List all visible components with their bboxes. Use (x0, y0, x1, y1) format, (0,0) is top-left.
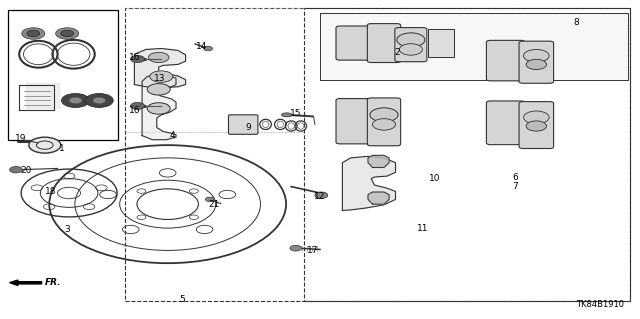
Ellipse shape (282, 113, 292, 117)
Circle shape (131, 56, 145, 63)
Circle shape (27, 30, 40, 37)
Text: 8: 8 (573, 18, 579, 27)
Circle shape (61, 30, 74, 37)
Circle shape (290, 245, 301, 251)
Polygon shape (134, 48, 186, 88)
FancyBboxPatch shape (486, 101, 525, 145)
Polygon shape (10, 280, 42, 286)
Text: 17: 17 (307, 246, 318, 255)
FancyBboxPatch shape (367, 24, 401, 63)
Circle shape (69, 97, 82, 104)
Polygon shape (368, 155, 389, 167)
Text: 16: 16 (129, 53, 140, 62)
Circle shape (131, 102, 145, 109)
Polygon shape (428, 29, 454, 57)
Circle shape (147, 103, 170, 114)
Text: 13: 13 (154, 74, 166, 83)
Text: 1: 1 (59, 144, 64, 153)
FancyBboxPatch shape (519, 102, 554, 149)
Circle shape (399, 44, 422, 55)
Text: 9: 9 (246, 123, 251, 132)
Text: 14: 14 (196, 42, 207, 51)
FancyBboxPatch shape (336, 26, 374, 60)
Text: 2: 2 (394, 48, 399, 57)
Polygon shape (26, 83, 59, 108)
FancyBboxPatch shape (228, 115, 258, 134)
Circle shape (61, 93, 90, 108)
Text: 16: 16 (129, 106, 140, 115)
FancyBboxPatch shape (395, 28, 427, 62)
Circle shape (526, 121, 547, 131)
Circle shape (22, 28, 45, 39)
Circle shape (205, 197, 214, 202)
Circle shape (204, 46, 212, 51)
Text: 6: 6 (513, 173, 518, 182)
Text: 18: 18 (45, 187, 57, 196)
Bar (304, 8, 630, 301)
Circle shape (85, 93, 113, 108)
Bar (125, 8, 630, 301)
Text: 21: 21 (209, 200, 220, 209)
Circle shape (526, 59, 547, 70)
Text: 19: 19 (15, 134, 26, 143)
Polygon shape (320, 13, 628, 80)
Circle shape (372, 119, 396, 130)
Polygon shape (142, 74, 176, 140)
Circle shape (93, 97, 106, 104)
Text: 5: 5 (180, 295, 185, 304)
Polygon shape (342, 156, 396, 211)
Circle shape (370, 108, 398, 122)
FancyBboxPatch shape (486, 41, 525, 81)
FancyBboxPatch shape (336, 99, 374, 144)
Text: 4: 4 (170, 131, 175, 140)
Bar (8, 10, 118, 140)
Circle shape (56, 28, 79, 39)
Text: TK84B1910: TK84B1910 (576, 300, 624, 309)
Text: 7: 7 (513, 182, 518, 191)
Text: 12: 12 (314, 192, 326, 201)
Text: 15: 15 (290, 109, 301, 118)
FancyBboxPatch shape (367, 98, 401, 146)
Circle shape (150, 71, 173, 82)
Circle shape (147, 84, 170, 95)
Text: 3: 3 (65, 225, 70, 234)
Text: 11: 11 (417, 224, 428, 233)
Text: 20: 20 (20, 166, 31, 175)
Circle shape (29, 137, 61, 153)
Circle shape (524, 49, 549, 62)
FancyBboxPatch shape (519, 41, 554, 83)
Text: 10: 10 (429, 174, 441, 183)
Circle shape (10, 167, 22, 173)
Circle shape (148, 52, 169, 63)
Polygon shape (368, 192, 389, 204)
Circle shape (397, 33, 425, 47)
Text: FR.: FR. (45, 278, 61, 287)
Circle shape (524, 111, 549, 124)
Circle shape (315, 192, 328, 198)
